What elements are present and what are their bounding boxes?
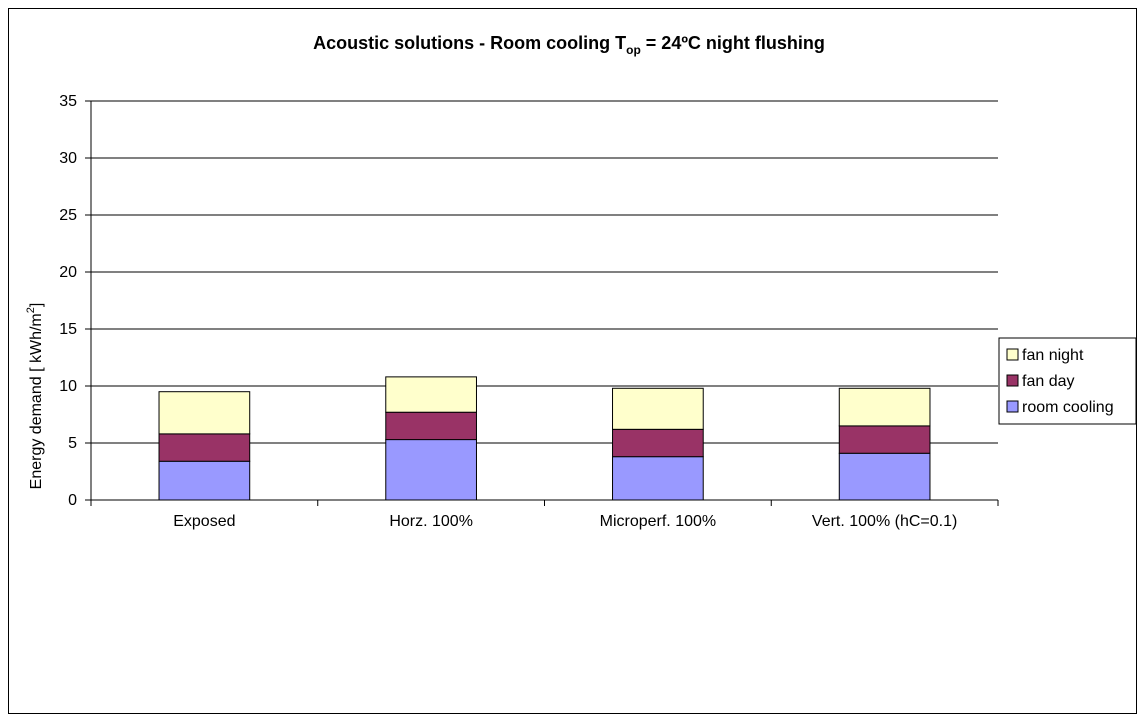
chart-title-suffix: = 24ºC night flushing [641,33,825,53]
y-axis-label-superscript: 2 [25,307,37,313]
legend-label-fan-night: fan night [1022,347,1084,364]
bar-room-cooling [838,452,931,501]
legend: fan night fan day room cooling [998,337,1136,425]
chart-title: Acoustic solutions - Room cooling Top = … [313,33,825,57]
bar-fan-night [158,391,251,435]
x-tick-label: Microperf. 100% [600,513,717,530]
x-tick-labels: Exposed Horz. 100% Microperf. 100% Vert. 10… [173,513,957,530]
legend-swatch-room-cooling [1006,400,1019,413]
bar-fan-day [158,433,251,462]
bar-fan-night [838,387,931,427]
y-tick-label: 5 [68,435,77,452]
y-tick-label: 35 [59,93,77,110]
bar-fan-day [385,411,477,441]
bar-fan-day [612,428,704,458]
bar-room-cooling [385,439,477,501]
bar-room-cooling [158,460,251,501]
y-axis-label: Energy demand [ kWh/m2] [25,303,45,490]
legend-swatch-fan-day [1006,374,1019,387]
chart-title-subscript: op [626,43,641,57]
y-tick-label: 25 [59,207,77,224]
bar-fan-day [838,425,931,454]
y-tick-label: 0 [68,492,77,509]
bar-fan-night [612,387,704,430]
y-tick-labels: 0 5 10 15 20 25 30 35 [59,93,77,509]
y-tick-label: 30 [59,150,77,167]
bars [158,376,931,501]
chart-title-main: Acoustic solutions - Room cooling T [313,33,626,53]
legend-box [998,337,1136,425]
y-tick-label: 20 [59,264,77,281]
y-axis-label-suffix: ] [28,303,45,307]
y-tick-label: 10 [59,378,77,395]
legend-label-fan-day: fan day [1022,373,1074,390]
legend-label-room-cooling: room cooling [1022,399,1114,416]
chart-frame: Acoustic solutions - Room cooling Top = … [8,8,1137,714]
bar-room-cooling [612,456,704,501]
chart-svg: Acoustic solutions - Room cooling Top = … [25,33,1136,530]
y-tick-label: 15 [59,321,77,338]
x-tick-label: Vert. 100% (hC=0.1) [812,513,957,530]
legend-swatch-fan-night [1006,348,1019,361]
axes [90,101,999,506]
x-tick-label: Exposed [173,513,235,530]
y-axis-label-main: Energy demand [ kWh/m [28,313,45,489]
x-tick-label: Horz. 100% [389,513,473,530]
bar-fan-night [385,376,477,413]
